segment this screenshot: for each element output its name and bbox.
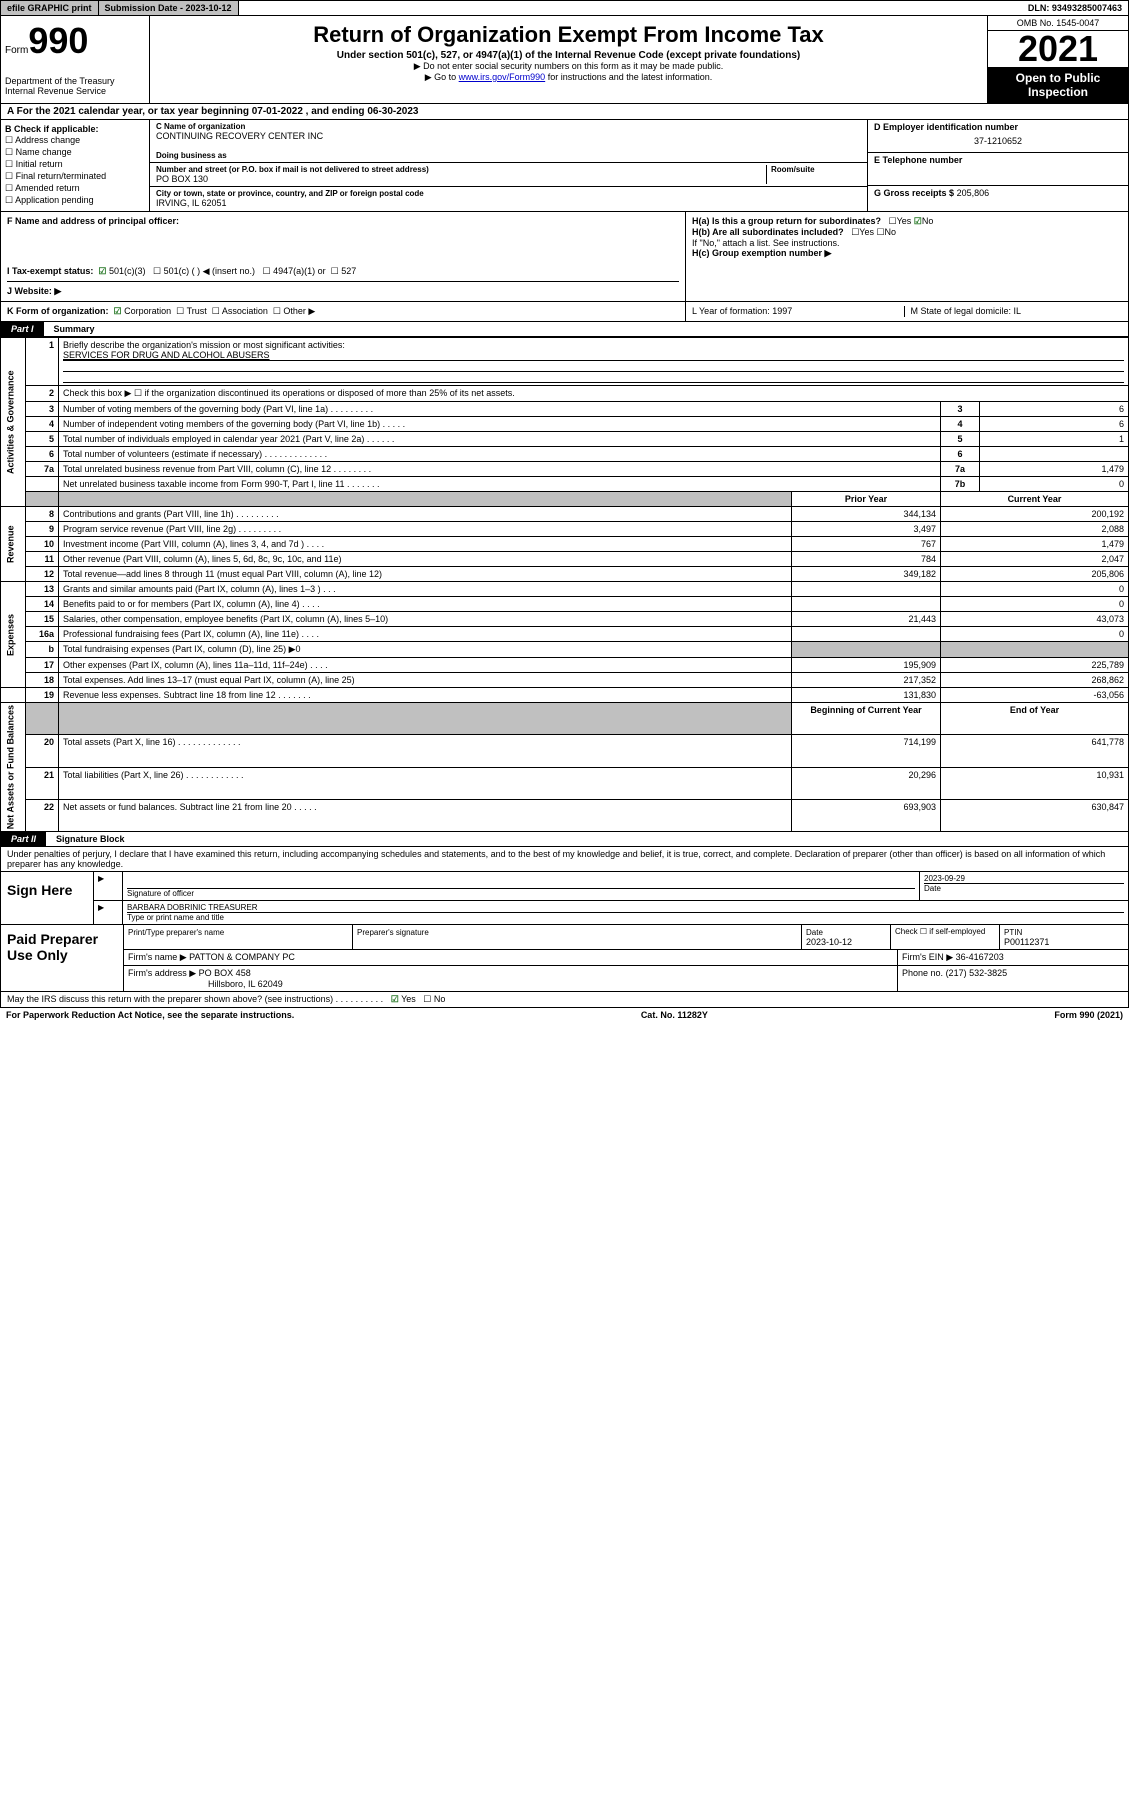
arrow-icon: ▶ [94, 901, 123, 924]
efile-print-button[interactable]: efile GRAPHIC print [1, 1, 99, 15]
telephone-label: E Telephone number [874, 155, 962, 165]
address: PO BOX 130 [156, 174, 766, 184]
form-number: 990 [28, 20, 88, 61]
side-governance: Activities & Governance [1, 338, 26, 507]
submission-date: Submission Date - 2023-10-12 [99, 1, 239, 15]
cb-irs-yes[interactable]: ☑ [391, 994, 399, 1004]
dln: DLN: 93493285007463 [1022, 1, 1128, 15]
cb-501c3[interactable]: ☑ [98, 266, 106, 276]
dept-treasury: Department of the Treasury Internal Reve… [5, 76, 145, 96]
page-footer: For Paperwork Reduction Act Notice, see … [0, 1008, 1129, 1022]
section-a-tax-year: A For the 2021 calendar year, or tax yea… [0, 104, 1129, 120]
cb-corporation[interactable]: ☑ [114, 306, 122, 316]
room-suite-label: Room/suite [771, 165, 861, 174]
org-name-label: C Name of organization [156, 122, 861, 131]
tax-exempt-row: I Tax-exempt status: ☑ 501(c)(3) ☐ 501(c… [7, 266, 679, 277]
org-name: CONTINUING RECOVERY CENTER INC [156, 131, 861, 141]
instructions-link-line: ▶ Go to www.irs.gov/Form990 for instruct… [154, 72, 983, 83]
perjury-declaration: Under penalties of perjury, I declare th… [0, 847, 1129, 872]
cb-final-return[interactable]: ☐ Final return/terminated [5, 171, 145, 182]
hb-note: If "No," attach a list. See instructions… [692, 238, 1122, 248]
part1-header: Part I Summary [0, 322, 1129, 337]
privacy-note: ▶ Do not enter social security numbers o… [154, 61, 983, 72]
year-formation: L Year of formation: 1997 [692, 306, 905, 317]
address-label: Number and street (or P.O. box if mail i… [156, 165, 766, 174]
city-label: City or town, state or province, country… [156, 189, 861, 198]
mission-text: SERVICES FOR DRUG AND ALCOHOL ABUSERS [63, 350, 270, 360]
ein: 37-1210652 [874, 132, 1122, 150]
gross-receipts-label: G Gross receipts $ [874, 188, 954, 198]
row-f-h: F Name and address of principal officer:… [0, 212, 1129, 302]
state-domicile: M State of legal domicile: IL [905, 306, 1123, 317]
paid-preparer-block: Paid Preparer Use Only Print/Type prepar… [0, 925, 1129, 992]
form-title: Return of Organization Exempt From Incom… [154, 22, 983, 48]
website-label: J Website: ▶ [7, 286, 61, 296]
city-state-zip: IRVING, IL 62051 [156, 198, 861, 208]
cb-initial-return[interactable]: ☐ Initial return [5, 159, 145, 170]
entity-info-grid: B Check if applicable: ☐ Address change … [0, 120, 1129, 212]
cb-amended-return[interactable]: ☐ Amended return [5, 183, 145, 194]
cb-application-pending[interactable]: ☐ Application pending [5, 195, 145, 206]
gross-receipts: 205,806 [957, 188, 990, 198]
col-b-checkboxes: B Check if applicable: ☐ Address change … [1, 120, 150, 211]
sign-here-block: Sign Here ▶ Signature of officer 2023-09… [0, 872, 1129, 925]
side-expenses: Expenses [1, 582, 26, 688]
form-subtitle: Under section 501(c), 527, or 4947(a)(1)… [154, 50, 983, 61]
side-revenue: Revenue [1, 507, 26, 582]
irs-link[interactable]: www.irs.gov/Form990 [459, 72, 546, 82]
part1-summary-table: Activities & Governance 1 Briefly descri… [0, 337, 1129, 832]
arrow-icon: ▶ [94, 872, 123, 900]
ein-label: D Employer identification number [874, 122, 1018, 132]
officer-name-title: BARBARA DOBRINIC TREASURER [127, 903, 1124, 913]
cb-name-change[interactable]: ☐ Name change [5, 147, 145, 158]
may-irs-discuss: May the IRS discuss this return with the… [0, 992, 1129, 1008]
top-bar: efile GRAPHIC print Submission Date - 20… [0, 0, 1129, 16]
row-k-l-m: K Form of organization: ☑ Corporation ☐ … [0, 302, 1129, 322]
side-net-assets: Net Assets or Fund Balances [1, 703, 26, 832]
part2-header: Part II Signature Block [0, 832, 1129, 847]
firm-name: PATTON & COMPANY PC [189, 952, 295, 962]
dba-label: Doing business as [156, 151, 861, 160]
form-header: Form990 Department of the Treasury Inter… [0, 16, 1129, 104]
form-word: Form [5, 45, 28, 56]
tax-year: 2021 [988, 31, 1128, 67]
open-to-public: Open to Public Inspection [988, 67, 1128, 103]
cb-address-change[interactable]: ☐ Address change [5, 135, 145, 146]
principal-officer-label: F Name and address of principal officer: [7, 216, 179, 226]
